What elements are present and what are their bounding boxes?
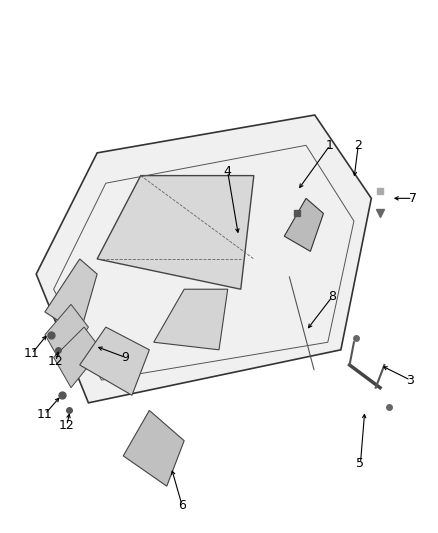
Text: 7: 7	[409, 192, 417, 205]
Text: 8: 8	[328, 290, 336, 303]
Text: 12: 12	[59, 419, 74, 432]
Polygon shape	[45, 304, 88, 365]
Text: 4: 4	[224, 165, 232, 179]
Text: 5: 5	[357, 457, 364, 470]
Polygon shape	[80, 327, 149, 395]
Polygon shape	[284, 198, 323, 252]
Text: 11: 11	[37, 408, 53, 421]
Polygon shape	[154, 289, 228, 350]
Text: 6: 6	[178, 498, 186, 512]
Text: 11: 11	[24, 347, 40, 360]
Polygon shape	[97, 175, 254, 289]
Polygon shape	[53, 327, 102, 387]
Text: 12: 12	[48, 354, 64, 368]
Text: 9: 9	[121, 351, 129, 364]
Polygon shape	[45, 259, 97, 335]
Text: 1: 1	[326, 139, 334, 152]
Polygon shape	[123, 410, 184, 486]
Text: 3: 3	[406, 374, 414, 386]
Text: 2: 2	[354, 139, 362, 152]
Polygon shape	[36, 115, 371, 403]
